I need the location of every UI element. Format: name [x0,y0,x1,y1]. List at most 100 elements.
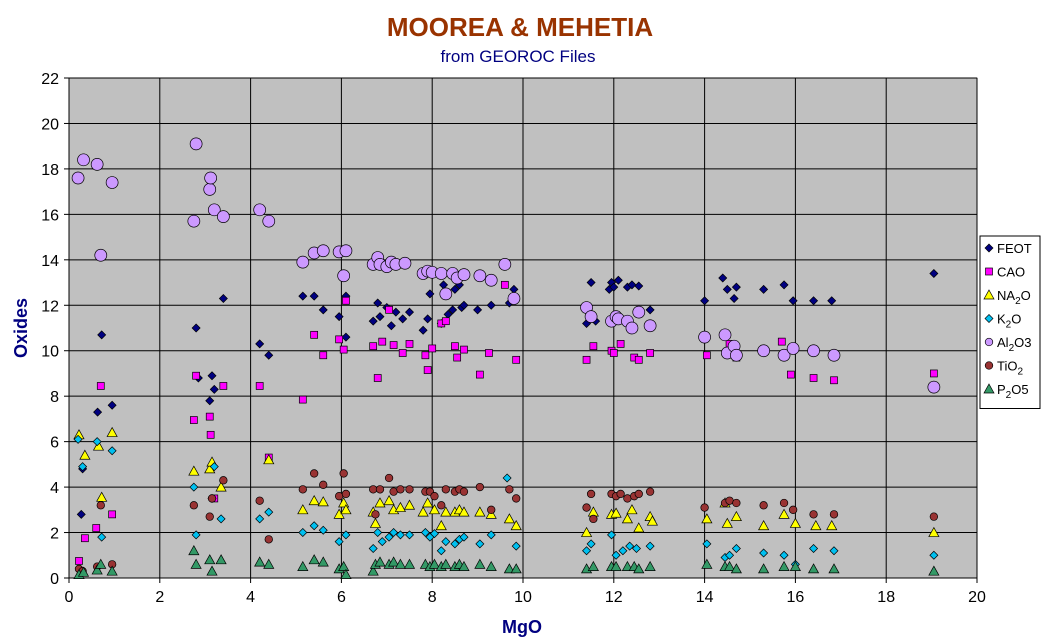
point-feot [645,305,655,315]
point-k2o [377,537,387,547]
point-k2o [436,546,446,556]
point-k2o [318,525,328,535]
point-tio2 [589,514,598,524]
point-na2o [317,496,329,507]
point-k2o [441,537,451,547]
point-feot [264,350,274,360]
point-tio2 [512,494,521,503]
point-p2o5 [633,563,645,574]
point-na2o [503,513,515,524]
point-cao [205,412,214,421]
legend-marker-tio2 [984,361,994,370]
point-al2o3 [94,248,108,262]
point-tio2 [396,485,405,494]
legend-label-feot: FEOT [997,241,1032,256]
point-p2o5 [215,554,227,565]
point-al2o3 [757,344,770,358]
point-k2o [429,529,439,539]
point-p2o5 [204,554,216,565]
point-feot [448,305,458,315]
legend-label-tio2: TiO2 [997,359,1023,378]
point-na2o [422,497,434,508]
point-cao [81,534,89,543]
point-p2o5 [95,558,107,569]
point-tio2 [264,535,273,544]
point-p2o5 [77,566,90,577]
point-k2o [611,550,621,560]
point-tio2 [437,501,446,510]
point-al2o3 [643,319,657,333]
point-p2o5 [403,558,416,569]
point-tio2 [339,469,348,478]
point-p2o5 [394,558,407,569]
point-al2o3 [71,171,85,185]
x-tick-label: 10 [514,589,532,606]
x-tick-label: 16 [787,589,805,606]
point-feot [318,305,328,315]
x-tick-label: 2 [155,589,164,606]
point-feot [423,314,433,324]
point-cao [319,351,328,360]
point-cao [96,382,105,390]
point-tio2 [487,505,496,514]
x-tick-label: 6 [337,589,346,606]
point-k2o [625,541,635,551]
point-p2o5 [458,560,470,571]
point-cao [809,374,818,382]
point-k2o [395,530,405,540]
point-tio2 [219,476,228,485]
point-na2o [810,520,822,531]
point-al2o3 [187,214,201,228]
point-p2o5 [510,563,522,574]
point-al2o3 [698,330,711,344]
point-feot [827,296,837,306]
point-al2o3 [457,268,471,281]
point-tio2 [205,512,214,521]
point-na2o [721,517,733,528]
point-tio2 [634,489,643,499]
y-tick-label: 12 [41,298,59,315]
legend-marker-na2o [983,289,995,300]
point-cao [930,369,938,378]
point-na2o [394,501,407,512]
point-cao [500,280,509,289]
y-tick-label: 8 [50,389,59,406]
point-k2o [384,532,394,542]
point-al2o3 [434,267,448,280]
point-p2o5 [474,558,486,569]
point-cao [485,349,493,357]
point-p2o5 [807,563,820,574]
point-cao [335,335,343,344]
point-tio2 [725,496,734,505]
point-feot [205,396,215,406]
point-feot [779,280,789,290]
point-na2o [403,499,416,510]
point-feot [459,300,469,310]
point-p2o5 [644,560,656,571]
point-feot [191,323,201,333]
point-cao [255,382,264,390]
legend-label-p2o5: P2O5 [997,382,1029,401]
point-cao [476,370,484,379]
x-tick-label: 12 [605,589,623,606]
point-k2o [420,528,430,538]
point-cao [421,351,430,360]
point-na2o [626,504,638,515]
point-na2o [417,506,429,517]
point-feot [334,312,344,322]
point-na2o [428,504,441,515]
point-tio2 [788,505,798,514]
series-tio2 [74,469,939,576]
series-p2o5 [73,545,940,579]
legend-label-na2o: NA2O [997,288,1031,307]
point-cao [428,344,437,353]
point-cao [634,355,643,364]
point-na2o [701,513,713,524]
point-feot [929,268,939,278]
point-k2o [582,546,592,556]
point-cao [646,349,654,357]
point-feot [700,296,710,306]
point-feot [634,281,644,291]
point-cao [589,342,598,351]
point-cao [192,371,200,380]
